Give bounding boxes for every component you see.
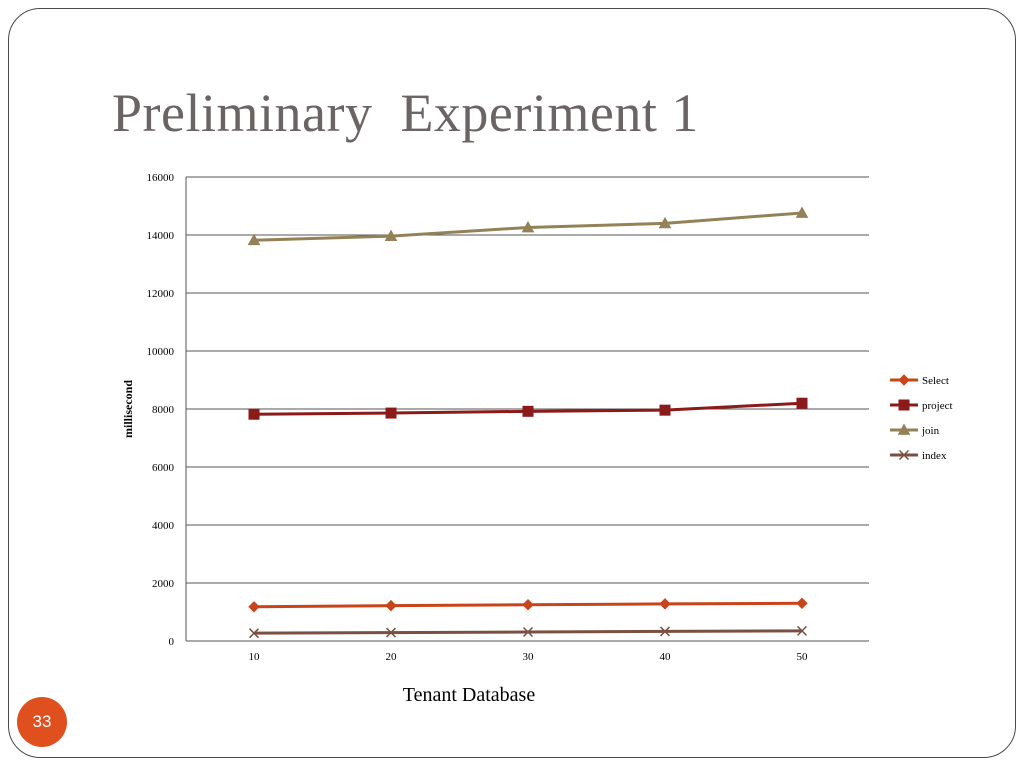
data-point-diamond xyxy=(796,597,808,610)
data-point-x xyxy=(898,449,910,461)
x-tick-label: 40 xyxy=(660,651,672,663)
legend-item-project: project xyxy=(890,399,953,412)
data-point-x xyxy=(385,627,397,638)
data-point-x xyxy=(796,625,808,636)
x-tick-label: 50 xyxy=(797,651,809,663)
x-axis-title: Tenant Database xyxy=(403,684,536,706)
y-tick-label: 12000 xyxy=(147,288,175,300)
data-point-triangle xyxy=(384,229,398,242)
data-point-diamond xyxy=(385,599,397,612)
data-point-square xyxy=(385,407,397,419)
data-point-square xyxy=(659,404,671,416)
data-point-triangle xyxy=(247,233,261,246)
data-point-diamond xyxy=(898,374,910,386)
y-tick-label: 0 xyxy=(169,636,175,648)
legend-item-select: Select xyxy=(890,374,949,387)
slide-title: Preliminary Experiment 1 xyxy=(112,83,699,143)
data-point-x xyxy=(522,626,534,638)
data-point-triangle xyxy=(795,206,809,218)
data-point-triangle xyxy=(521,220,535,233)
data-point-square xyxy=(898,399,910,411)
data-point-diamond xyxy=(659,598,671,610)
x-stroke xyxy=(659,626,671,637)
x-stroke xyxy=(248,628,260,639)
data-point-diamond xyxy=(248,601,260,613)
y-tick-label: 8000 xyxy=(152,404,175,416)
data-point-diamond xyxy=(522,599,534,611)
x-stroke xyxy=(522,626,534,638)
legend-label: project xyxy=(922,400,953,412)
legend-label: index xyxy=(922,450,947,462)
data-point-square xyxy=(522,405,534,417)
y-tick-label: 2000 xyxy=(152,578,175,590)
x-tick-label: 10 xyxy=(249,651,261,663)
data-point-square xyxy=(796,397,808,409)
x-tick-label: 20 xyxy=(386,651,398,663)
x-stroke xyxy=(898,449,910,461)
y-tick-label: 6000 xyxy=(152,462,175,474)
y-tick-label: 10000 xyxy=(147,346,175,358)
data-point-triangle xyxy=(658,216,672,229)
x-stroke xyxy=(796,625,808,636)
y-axis-title: millisecond xyxy=(121,380,135,438)
gridlines xyxy=(186,176,869,642)
y-tick-label: 4000 xyxy=(152,520,175,532)
data-point-square xyxy=(248,408,260,420)
page-number-badge: 33 xyxy=(17,697,67,747)
legend: Select project join index xyxy=(890,374,953,462)
y-tick-label: 16000 xyxy=(147,172,175,184)
legend-item-index: index xyxy=(890,449,947,462)
data-point-x xyxy=(659,626,671,637)
legend-label: join xyxy=(921,425,940,437)
x-tick-label: 30 xyxy=(523,651,535,663)
data-point-triangle xyxy=(897,423,911,435)
axes: 0 2000 4000 6000 8000 10000 12000 14000 16000 10 2… xyxy=(147,172,809,663)
x-stroke xyxy=(385,627,397,638)
data-point-x xyxy=(248,628,260,639)
series-lines xyxy=(247,206,809,639)
legend-label: Select xyxy=(922,375,949,387)
legend-item-join: join xyxy=(890,423,940,437)
y-tick-label: 14000 xyxy=(147,230,175,242)
